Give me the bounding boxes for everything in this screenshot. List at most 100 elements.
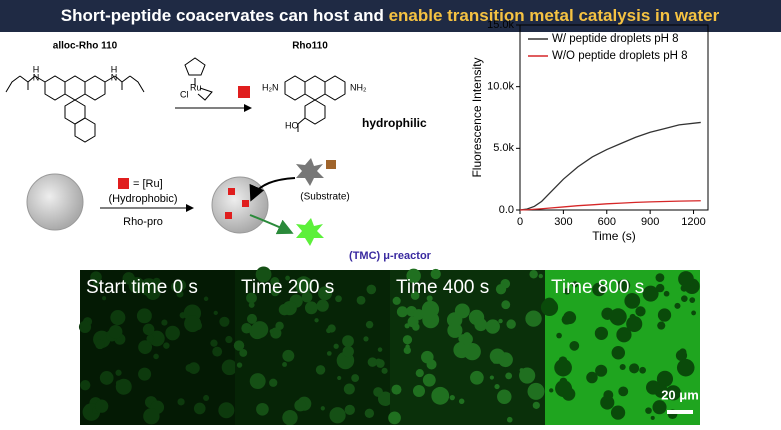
droplet-spot bbox=[626, 315, 643, 333]
droplet-spot bbox=[603, 390, 614, 401]
droplet-spot bbox=[318, 286, 333, 301]
droplet-spot bbox=[102, 296, 107, 301]
legend-label: W/O peptide droplets pH 8 bbox=[552, 50, 688, 62]
atom: N bbox=[33, 72, 40, 82]
droplet-spot bbox=[165, 325, 180, 341]
droplet-spot bbox=[501, 300, 511, 310]
droplet-spot bbox=[142, 323, 155, 336]
droplet-spot bbox=[529, 270, 538, 279]
droplet-spot bbox=[90, 271, 102, 283]
scale-label: 20 μm bbox=[661, 387, 699, 402]
title-part: enable transition metal catalysis in wat… bbox=[389, 6, 720, 25]
droplet-spot bbox=[458, 398, 465, 405]
droplet-spot bbox=[629, 363, 640, 374]
droplet-spot bbox=[617, 280, 623, 287]
arrow bbox=[249, 177, 296, 202]
catalyst-property: (Hydrophobic) bbox=[108, 193, 177, 205]
title-part: Short-peptide coacervates can host and bbox=[61, 6, 389, 25]
droplet-spot bbox=[138, 367, 152, 381]
droplet-spot bbox=[563, 311, 577, 325]
droplet-spot bbox=[624, 293, 641, 309]
droplet-spot bbox=[301, 291, 313, 303]
droplet-spot bbox=[645, 407, 652, 414]
droplet-spot bbox=[681, 295, 688, 302]
droplet-spot bbox=[269, 329, 275, 334]
droplet-spot bbox=[415, 369, 424, 378]
droplet-spot bbox=[691, 310, 697, 316]
droplet-spot bbox=[594, 326, 609, 340]
x-tick-label: 900 bbox=[641, 216, 659, 228]
droplet-spot bbox=[689, 297, 696, 303]
droplet-spot bbox=[642, 285, 659, 302]
droplet-spot bbox=[656, 370, 674, 387]
droplet-spot bbox=[193, 402, 206, 415]
droplet-spot bbox=[657, 321, 666, 330]
x-tick-label: 0 bbox=[517, 216, 523, 228]
droplet-spot bbox=[203, 296, 209, 302]
droplet-spot bbox=[239, 348, 248, 357]
atom: N bbox=[111, 72, 118, 82]
atom: H₂N bbox=[262, 82, 279, 92]
atom: H bbox=[111, 64, 118, 74]
droplet-spot bbox=[210, 339, 218, 347]
droplet-spot bbox=[342, 345, 354, 358]
ru-icon bbox=[118, 178, 129, 189]
droplet-spot bbox=[333, 343, 339, 349]
product-structure bbox=[284, 75, 346, 132]
micrographs: Start time 0 s Time 200 s Time 400 s Time 8… bbox=[78, 266, 700, 426]
droplet-spot bbox=[489, 375, 494, 380]
droplet-spot bbox=[388, 411, 401, 425]
chart: 0.0 5.0k 10.0k 15.0k 0 300 600 900 1200 Time (s) F… bbox=[470, 19, 709, 243]
ru-icon bbox=[238, 86, 250, 98]
droplet-spot bbox=[555, 380, 573, 397]
droplet-spot bbox=[569, 340, 580, 351]
droplet-spot bbox=[422, 373, 436, 387]
droplet-spot bbox=[315, 365, 326, 375]
droplet-spot bbox=[655, 273, 665, 283]
droplet-spot bbox=[184, 315, 202, 333]
droplet-spot bbox=[149, 330, 165, 347]
droplet-spot bbox=[366, 284, 377, 295]
droplet-spot bbox=[377, 391, 393, 406]
droplet-spot bbox=[320, 406, 325, 411]
atom: HO bbox=[285, 120, 299, 130]
legend-label: W/ peptide droplets pH 8 bbox=[552, 33, 679, 45]
droplet-spot bbox=[650, 415, 655, 420]
droplet-spot bbox=[143, 407, 160, 425]
droplet-spot bbox=[431, 386, 450, 405]
droplet-spot bbox=[248, 302, 255, 308]
droplet-spot bbox=[95, 339, 105, 350]
droplet-spot bbox=[335, 295, 342, 303]
y-tick-label: 0.0 bbox=[499, 204, 514, 216]
droplet-spot bbox=[367, 357, 378, 367]
droplet-spot bbox=[675, 349, 688, 362]
droplet-spot bbox=[151, 278, 161, 288]
droplet-spot bbox=[665, 385, 681, 401]
droplet-spot bbox=[470, 370, 484, 385]
droplet-spot bbox=[396, 306, 408, 318]
droplet-spot bbox=[525, 310, 542, 327]
droplet-spot bbox=[485, 319, 500, 334]
droplet-spot bbox=[122, 272, 135, 285]
droplet-spot bbox=[80, 380, 91, 391]
droplet-spot bbox=[163, 342, 170, 349]
catalyst-key: = [Ru] bbox=[133, 178, 163, 190]
droplet-spot bbox=[249, 373, 266, 390]
droplet-spot bbox=[403, 346, 411, 355]
droplet-spot bbox=[540, 298, 559, 317]
droplet-spot bbox=[294, 399, 307, 412]
droplet-spot bbox=[458, 334, 468, 344]
droplet-spot bbox=[449, 394, 455, 401]
droplet-spot bbox=[255, 266, 272, 283]
y-axis-label: Fluorescence Intensity bbox=[470, 57, 484, 177]
droplet-spot bbox=[497, 389, 512, 405]
droplet-spot bbox=[426, 295, 433, 302]
y-tick-label: 10.0k bbox=[487, 81, 514, 93]
droplet-spot bbox=[219, 316, 230, 327]
droplet-spot bbox=[236, 362, 243, 368]
droplet-spot bbox=[115, 378, 132, 395]
droplet-spot bbox=[422, 311, 440, 329]
droplet-spot bbox=[203, 394, 210, 401]
droplet-spot bbox=[218, 402, 235, 419]
reactor-droplet bbox=[211, 176, 269, 234]
